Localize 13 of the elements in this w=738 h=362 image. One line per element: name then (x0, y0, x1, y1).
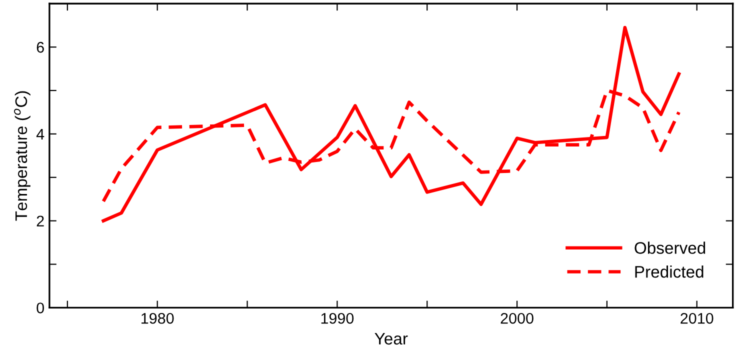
y-tick-label: 0 (36, 302, 44, 314)
x-tick-label: 2010 (680, 312, 714, 324)
x-tick-label: 2000 (500, 312, 534, 324)
x-tick-label: 1990 (321, 312, 354, 324)
y-tick-label: 2 (36, 216, 44, 226)
y-axis-title: Temperature ($^{o}$C) (14, 91, 30, 221)
y-tick-label: 4 (36, 128, 44, 140)
legend-label: Observed (634, 242, 706, 254)
legend-label: Predicted (635, 265, 704, 278)
x-tick-label: 1980 (142, 312, 174, 324)
x-axis-title: Year (374, 332, 408, 345)
line-series (102, 26, 681, 222)
y-tick-label: 6 (36, 42, 44, 53)
